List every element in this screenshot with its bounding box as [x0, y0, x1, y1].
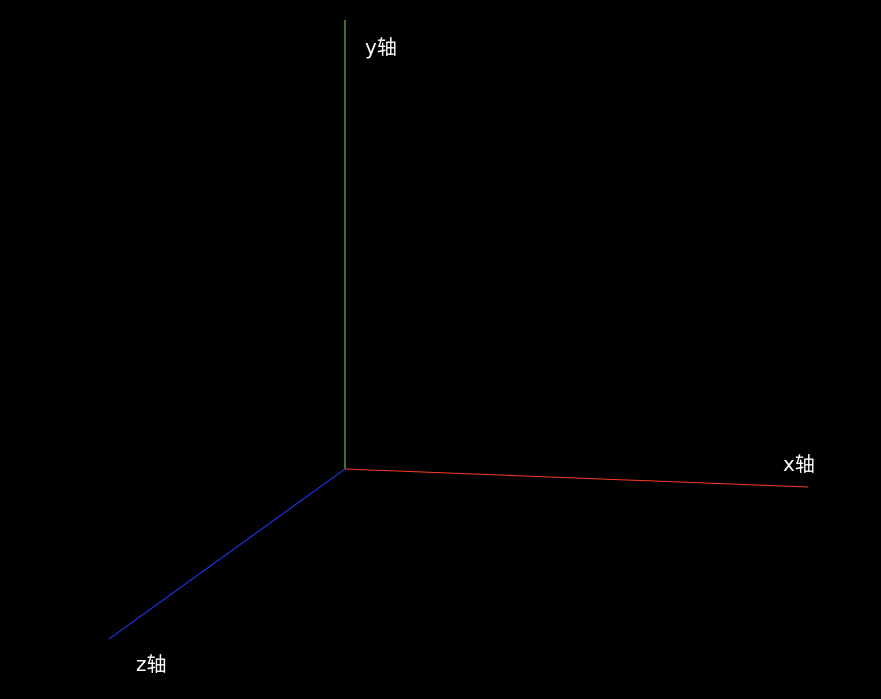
z-axis-label: z轴: [136, 652, 167, 676]
z-axis-line: [108, 468, 346, 640]
y-axis-label: y轴: [365, 35, 397, 59]
x-axis-line: [344, 468, 809, 488]
x-axis-label: x轴: [783, 452, 815, 476]
